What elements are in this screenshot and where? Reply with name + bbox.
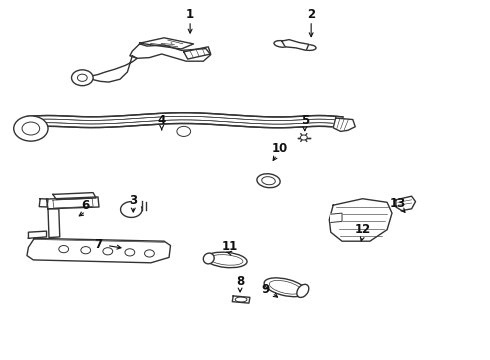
Text: 13: 13 [390, 197, 406, 210]
Polygon shape [130, 44, 211, 61]
Text: 2: 2 [307, 8, 315, 21]
Text: 3: 3 [129, 194, 137, 207]
Circle shape [59, 246, 69, 253]
Polygon shape [331, 213, 342, 222]
Ellipse shape [274, 41, 290, 47]
Polygon shape [48, 209, 60, 238]
Ellipse shape [297, 284, 309, 297]
Ellipse shape [264, 278, 306, 297]
Polygon shape [184, 47, 211, 59]
Polygon shape [232, 296, 250, 303]
Polygon shape [333, 118, 355, 131]
Ellipse shape [206, 252, 247, 268]
Text: 4: 4 [158, 114, 166, 127]
Ellipse shape [203, 253, 214, 264]
Polygon shape [91, 56, 137, 82]
Circle shape [300, 135, 307, 140]
Circle shape [177, 126, 191, 136]
Text: 1: 1 [186, 8, 194, 21]
Text: 9: 9 [262, 283, 270, 296]
Ellipse shape [262, 177, 275, 185]
Circle shape [145, 250, 154, 257]
Circle shape [14, 116, 48, 141]
Ellipse shape [257, 174, 280, 188]
Circle shape [125, 249, 135, 256]
Polygon shape [28, 231, 47, 238]
Circle shape [103, 248, 113, 255]
Text: 11: 11 [221, 240, 238, 253]
Text: 5: 5 [301, 114, 309, 127]
Ellipse shape [301, 45, 316, 50]
Polygon shape [140, 38, 194, 49]
Polygon shape [47, 197, 99, 209]
Text: 12: 12 [354, 223, 371, 236]
Text: 10: 10 [272, 142, 289, 155]
Text: 6: 6 [82, 199, 90, 212]
Text: 7: 7 [94, 238, 102, 251]
Polygon shape [396, 196, 416, 211]
Polygon shape [39, 199, 48, 207]
Circle shape [81, 247, 91, 254]
Polygon shape [329, 199, 392, 241]
Polygon shape [282, 40, 309, 50]
Polygon shape [53, 193, 96, 199]
Circle shape [72, 70, 93, 86]
Text: 8: 8 [236, 275, 244, 288]
Polygon shape [27, 238, 171, 263]
